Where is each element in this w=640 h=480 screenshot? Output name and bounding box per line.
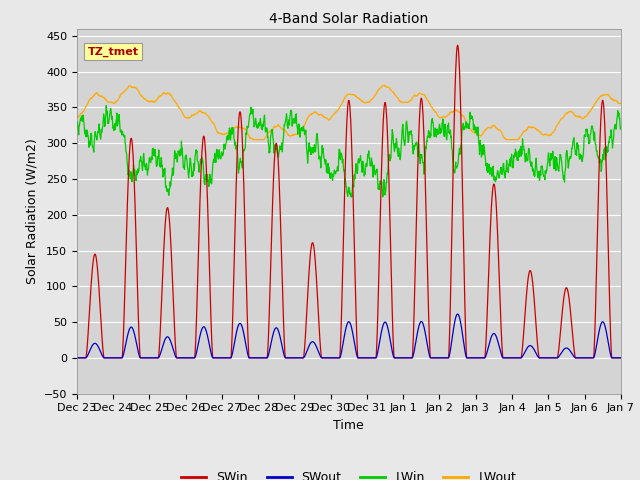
Y-axis label: Solar Radiation (W/m2): Solar Radiation (W/m2) (25, 138, 38, 284)
Title: 4-Band Solar Radiation: 4-Band Solar Radiation (269, 12, 428, 26)
Legend: SWin, SWout, LWin, LWout: SWin, SWout, LWin, LWout (176, 467, 522, 480)
Text: TZ_tmet: TZ_tmet (88, 47, 139, 57)
X-axis label: Time: Time (333, 419, 364, 432)
